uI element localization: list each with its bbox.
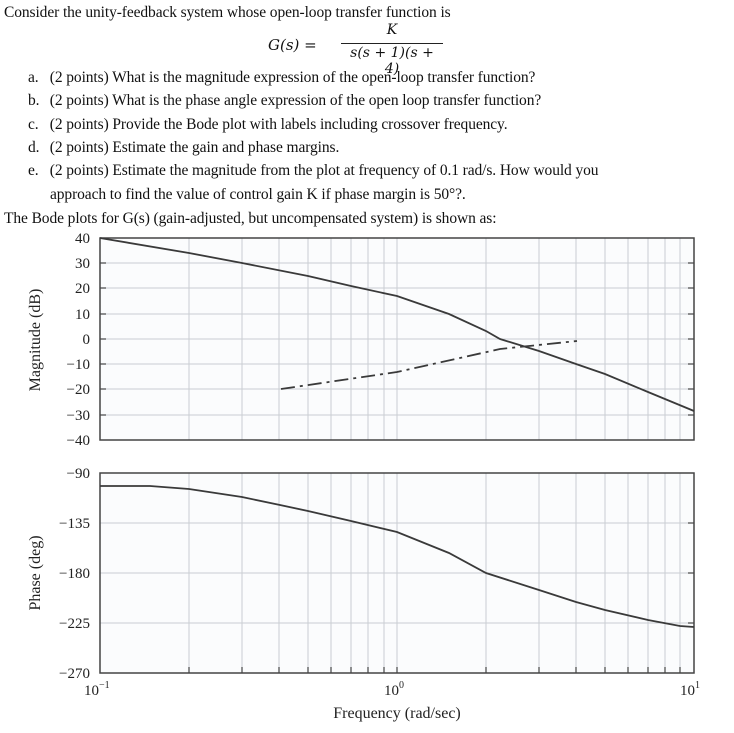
item-label: b. [28, 92, 40, 109]
item-text: (2 points) What is the magnitude express… [49, 69, 536, 86]
magnitude-y-axis-label: Magnitude (dB) [27, 289, 44, 392]
equation-lhs: G(s) = [268, 36, 317, 54]
fraction-bar [341, 43, 443, 44]
mag-tick: 20 [75, 281, 90, 297]
magnitude-curve [99, 237, 695, 412]
magnitude-horizontal-grid [100, 262, 694, 416]
item-text: (2 points) Estimate the magnitude from t… [49, 162, 599, 179]
phase-tick: −225 [59, 616, 90, 632]
mag-tick: 30 [75, 256, 90, 272]
dash-dot-line [280, 340, 578, 390]
magnitude-y-ticks: 40 30 20 10 0 −10 −20 −30 −40 [67, 231, 90, 449]
mag-tick: 40 [75, 231, 90, 247]
phase-plot [99, 472, 695, 674]
item-text: (2 points) What is the phase angle expre… [49, 92, 542, 109]
item-text: (2 points) Provide the Bode plot with la… [49, 116, 508, 133]
phase-tick: −90 [67, 466, 90, 482]
item-label: d. [28, 139, 40, 156]
item-label: c. [28, 116, 39, 133]
mag-tick: −40 [67, 433, 90, 449]
x-ticks: 10−1 100 101 [84, 680, 700, 699]
mag-tick: −10 [67, 357, 90, 373]
phase-y-axis-label: Phase (deg) [27, 535, 44, 610]
phase-tick: −270 [59, 666, 90, 682]
item-label: a. [28, 69, 39, 86]
mag-tick: 10 [75, 307, 90, 323]
mag-tick: 0 [83, 332, 91, 348]
equation-numerator: K [386, 22, 398, 38]
question-a: a. (2 points) What is the magnitude expr… [28, 68, 535, 88]
x-tick-1: 100 [384, 680, 404, 699]
x-tick-10: 101 [680, 680, 700, 699]
phase-curve [100, 485, 695, 628]
phase-tick: −135 [59, 516, 90, 532]
problem-intro: Consider the unity-feedback system whose… [4, 4, 451, 21]
phase-horizontal-grid [100, 522, 694, 624]
phase-y-ticks: −90 −135 −180 −225 −270 [59, 466, 90, 682]
magnitude-axes-frame [99, 237, 695, 441]
question-e: e. (2 points) Estimate the magnitude fro… [28, 161, 599, 181]
magnitude-plot [99, 237, 695, 441]
plot-caption: The Bode plots for G(s) (gain-adjusted, … [4, 210, 497, 227]
question-c: c. (2 points) Provide the Bode plot with… [28, 115, 508, 135]
item-label: e. [28, 162, 39, 179]
phase-axes-frame [99, 472, 695, 674]
x-axis-label: Frequency (rad/sec) [333, 705, 461, 722]
phase-tick: −180 [59, 566, 90, 582]
mag-tick: −20 [67, 382, 90, 398]
mag-tick: −30 [67, 408, 90, 424]
question-d: d. (2 points) Estimate the gain and phas… [28, 138, 339, 158]
item-text: (2 points) Estimate the gain and phase m… [49, 139, 340, 156]
x-tick-0.1: 10−1 [84, 680, 110, 699]
equation-denominator: s(s + 1)(s + 4) [350, 45, 434, 77]
question-b: b. (2 points) What is the phase angle ex… [28, 91, 541, 111]
question-e-continuation: approach to find the value of control ga… [50, 186, 466, 203]
